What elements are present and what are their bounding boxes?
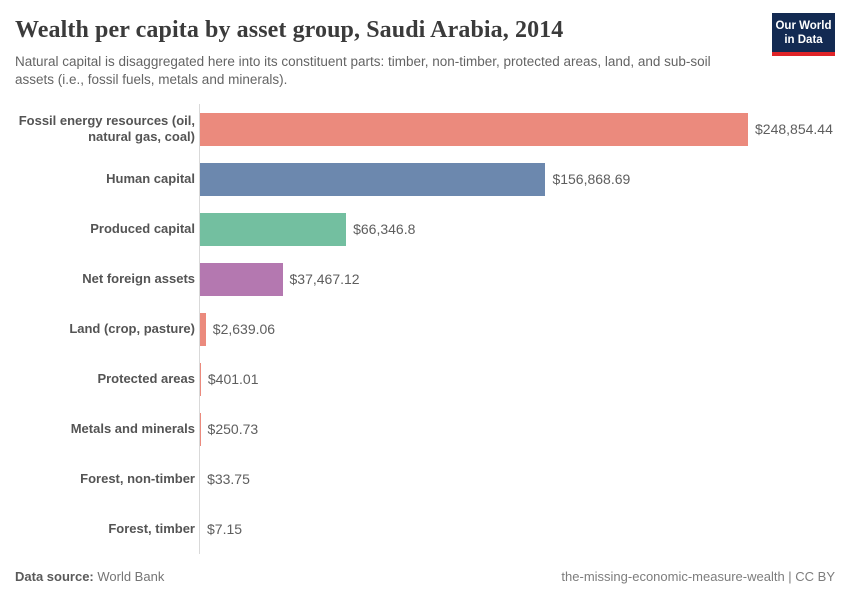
owid-logo-line2: in Data [784, 34, 823, 46]
value-label: $250.73 [207, 421, 259, 437]
category-label: Metals and minerals [70, 421, 195, 436]
value-label: $33.75 [207, 471, 250, 487]
bar-row: Net foreign assets $37,467.12 [15, 254, 835, 304]
plot-area: $33.75 [199, 454, 835, 504]
bar-row: Land (crop, pasture) $2,639.06 [15, 304, 835, 354]
bar[interactable] [200, 112, 748, 146]
category-label: Forest, non-timber [80, 471, 195, 486]
bar-row: Forest, timber $7.15 [15, 504, 835, 554]
data-source-value: World Bank [93, 569, 165, 584]
bar[interactable] [200, 362, 201, 396]
value-label: $401.01 [207, 371, 259, 387]
bar-row: Protected areas $401.01 [15, 354, 835, 404]
plot-area: $401.01 [199, 354, 835, 404]
plot-area: $7.15 [199, 504, 835, 554]
attribution: the-missing-economic-measure-wealth | CC… [561, 569, 835, 584]
chart-footer: Data source: World Bank the-missing-econ… [15, 569, 835, 584]
chart-title: Wealth per capita by asset group, Saudi … [15, 17, 564, 43]
bar[interactable] [200, 162, 546, 196]
category-label: Protected areas [97, 371, 195, 386]
bar-row: Metals and minerals $250.73 [15, 404, 835, 454]
plot-area: $250.73 [199, 404, 835, 454]
bar-chart: Fossil energy resources (oil, natural ga… [15, 104, 835, 554]
chart-subtitle: Natural capital is disaggregated here in… [15, 54, 711, 87]
owid-logo[interactable]: Our World in Data [772, 13, 835, 56]
owid-logo-line1: Our World [775, 20, 832, 32]
value-label: $2,639.06 [212, 321, 276, 337]
value-label: $248,854.44 [755, 121, 833, 137]
plot-area: $37,467.12 [199, 254, 835, 304]
bar[interactable] [200, 312, 206, 346]
category-label: Human capital [106, 171, 195, 186]
bar-row: Forest, non-timber $33.75 [15, 454, 835, 504]
data-source: Data source: World Bank [15, 569, 164, 584]
value-label: $66,346.8 [353, 221, 416, 237]
plot-area: $66,346.8 [199, 204, 835, 254]
plot-area: $156,868.69 [199, 154, 835, 204]
bar[interactable] [200, 212, 347, 246]
plot-area: $248,854.44 [199, 104, 835, 154]
value-label: $37,467.12 [289, 271, 360, 287]
category-label: Forest, timber [108, 521, 195, 536]
value-label: $7.15 [207, 521, 243, 537]
bar-row: Human capital $156,868.69 [15, 154, 835, 204]
bar[interactable] [200, 262, 283, 296]
category-label: Net foreign assets [82, 271, 195, 286]
category-label: Produced capital [90, 221, 195, 236]
plot-area: $2,639.06 [199, 304, 835, 354]
category-label: Fossil energy resources (oil, natural ga… [18, 113, 195, 144]
value-label: $156,868.69 [552, 171, 631, 187]
category-label: Land (crop, pasture) [69, 321, 195, 336]
data-source-label: Data source: [15, 569, 94, 584]
chart-header: Wealth per capita by asset group, Saudi … [15, 17, 755, 89]
bar[interactable] [200, 412, 201, 446]
bar-row: Fossil energy resources (oil, natural ga… [15, 104, 835, 154]
bar-row: Produced capital $66,346.8 [15, 204, 835, 254]
